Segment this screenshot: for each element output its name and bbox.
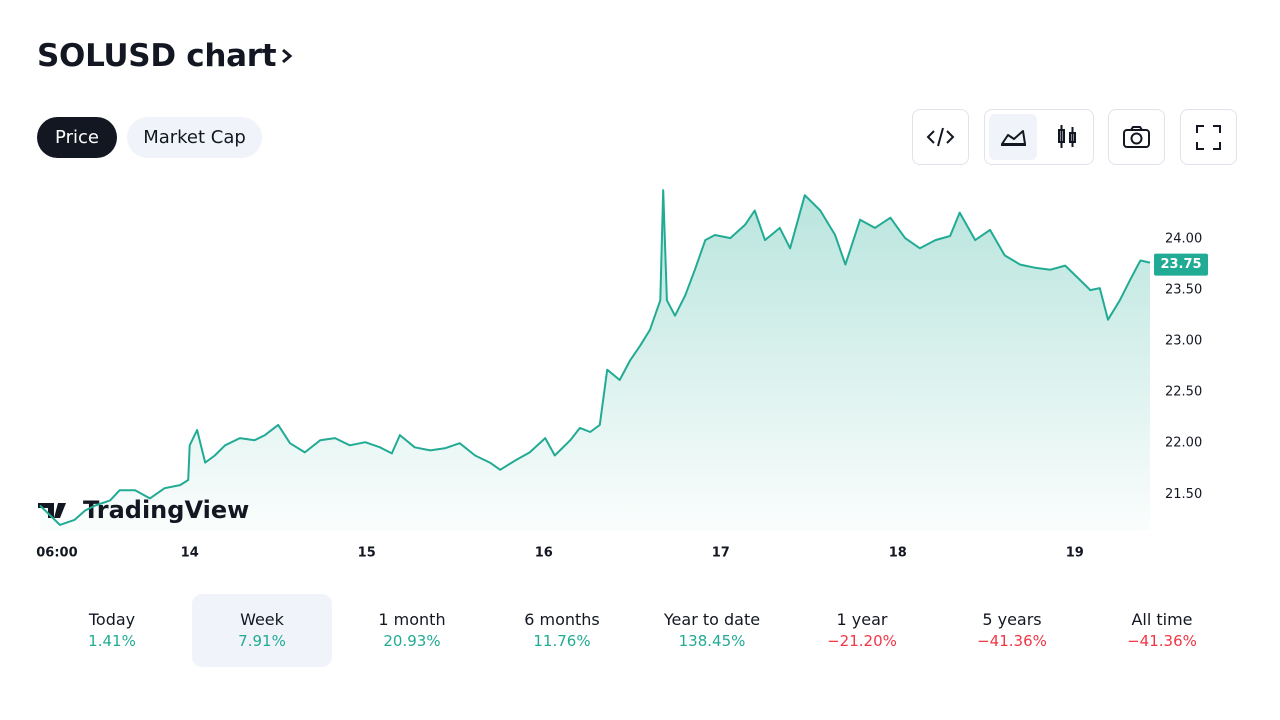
x-tick-label: 14 [181, 546, 199, 561]
period-button[interactable]: 5 years −41.36% [942, 594, 1082, 667]
period-button[interactable]: Year to date 138.45% [642, 594, 782, 667]
area-icon [1001, 130, 1026, 146]
period-change: −41.36% [977, 632, 1047, 650]
period-label: All time [1131, 610, 1193, 629]
page-title[interactable]: SOLUSD chart [37, 38, 294, 74]
period-label: 6 months [524, 610, 600, 629]
period-label: Today [88, 610, 136, 629]
area-fill [40, 190, 1150, 530]
x-tick-label: 19 [1066, 546, 1084, 561]
y-tick-label: 22.50 [1165, 385, 1202, 400]
x-tick-label: 17 [712, 546, 730, 561]
period-button[interactable]: 1 year −21.20% [792, 594, 932, 667]
period-change: 20.93% [383, 632, 441, 650]
embed-button[interactable] [912, 109, 969, 165]
area-style-button[interactable] [989, 114, 1037, 160]
price-line [39, 189, 1151, 526]
camera-icon [1123, 126, 1150, 148]
fullscreen-button[interactable] [1180, 109, 1237, 165]
y-tick-label: 22.00 [1165, 436, 1202, 451]
x-tick-label: 18 [889, 546, 907, 561]
candle-style-button[interactable] [1043, 114, 1091, 160]
period-change: 1.41% [88, 632, 136, 650]
period-change: −21.20% [827, 632, 897, 650]
x-tick-label: 06:00 [36, 546, 77, 561]
x-tick-label: 16 [535, 546, 553, 561]
period-label: 1 year [836, 610, 888, 629]
last-price-badge [1154, 253, 1208, 276]
tab-market-cap[interactable]: Market Cap [127, 117, 262, 158]
period-button[interactable]: 1 month 20.93% [342, 594, 482, 667]
period-button[interactable]: Week 7.91% [192, 594, 332, 667]
last-price-label: 23.75 [1160, 257, 1201, 272]
period-label: Year to date [663, 610, 761, 629]
y-tick-label: 21.50 [1165, 487, 1202, 502]
chevron-icon [282, 48, 293, 64]
period-change: −41.36% [1127, 632, 1197, 650]
period-label: 1 month [378, 610, 446, 629]
price-chart: 21.50 22.00 22.50 23.00 23.50 24.00 06:00 14 15 1… [36, 189, 1208, 561]
y-tick-label: 23.00 [1165, 334, 1202, 349]
period-button[interactable]: Today 1.41% [42, 594, 182, 667]
fullscreen-icon [1196, 125, 1221, 150]
embed-icon [926, 127, 955, 147]
period-change: 7.91% [238, 632, 286, 650]
snapshot-button[interactable] [1108, 109, 1165, 165]
y-tick-label: 24.00 [1165, 232, 1202, 247]
period-button[interactable]: All time −41.36% [1092, 594, 1232, 667]
y-tick-label: 23.50 [1165, 283, 1202, 298]
period-label: 5 years [982, 610, 1042, 629]
chart-style-group [984, 109, 1094, 165]
title-text: SOLUSD chart [37, 38, 277, 74]
period-change: 138.45% [678, 632, 746, 650]
period-label: Week [240, 610, 284, 629]
watermark: TradingView [38, 496, 249, 524]
period-button[interactable]: 6 months 11.76% [492, 594, 632, 667]
x-tick-label: 15 [358, 546, 376, 561]
period-change: 11.76% [533, 632, 591, 650]
tab-price[interactable]: Price [37, 117, 117, 158]
